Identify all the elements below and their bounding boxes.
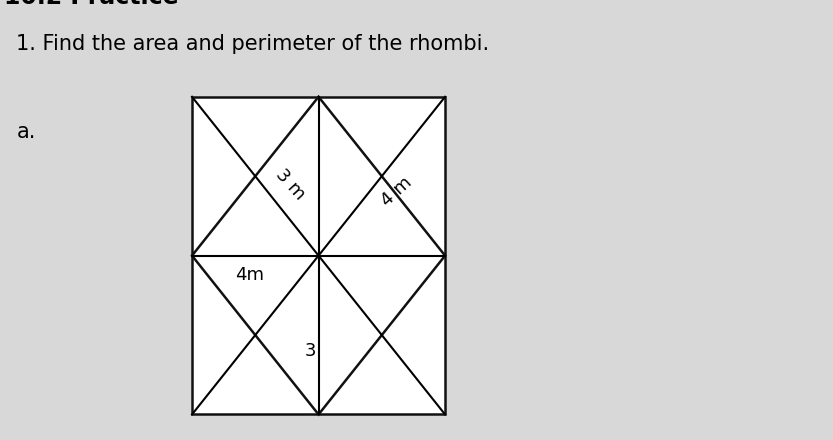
Text: 4m: 4m [235,266,264,284]
Polygon shape [192,97,445,414]
Text: 3 m: 3 m [272,165,308,203]
Text: a.: a. [17,122,36,142]
Text: 10.2 Practice: 10.2 Practice [4,0,179,9]
Text: 1. Find the area and perimeter of the rhombi.: 1. Find the area and perimeter of the rh… [17,34,490,54]
Polygon shape [192,97,445,414]
Text: 4 m: 4 m [377,174,415,210]
Text: 3: 3 [305,342,317,360]
